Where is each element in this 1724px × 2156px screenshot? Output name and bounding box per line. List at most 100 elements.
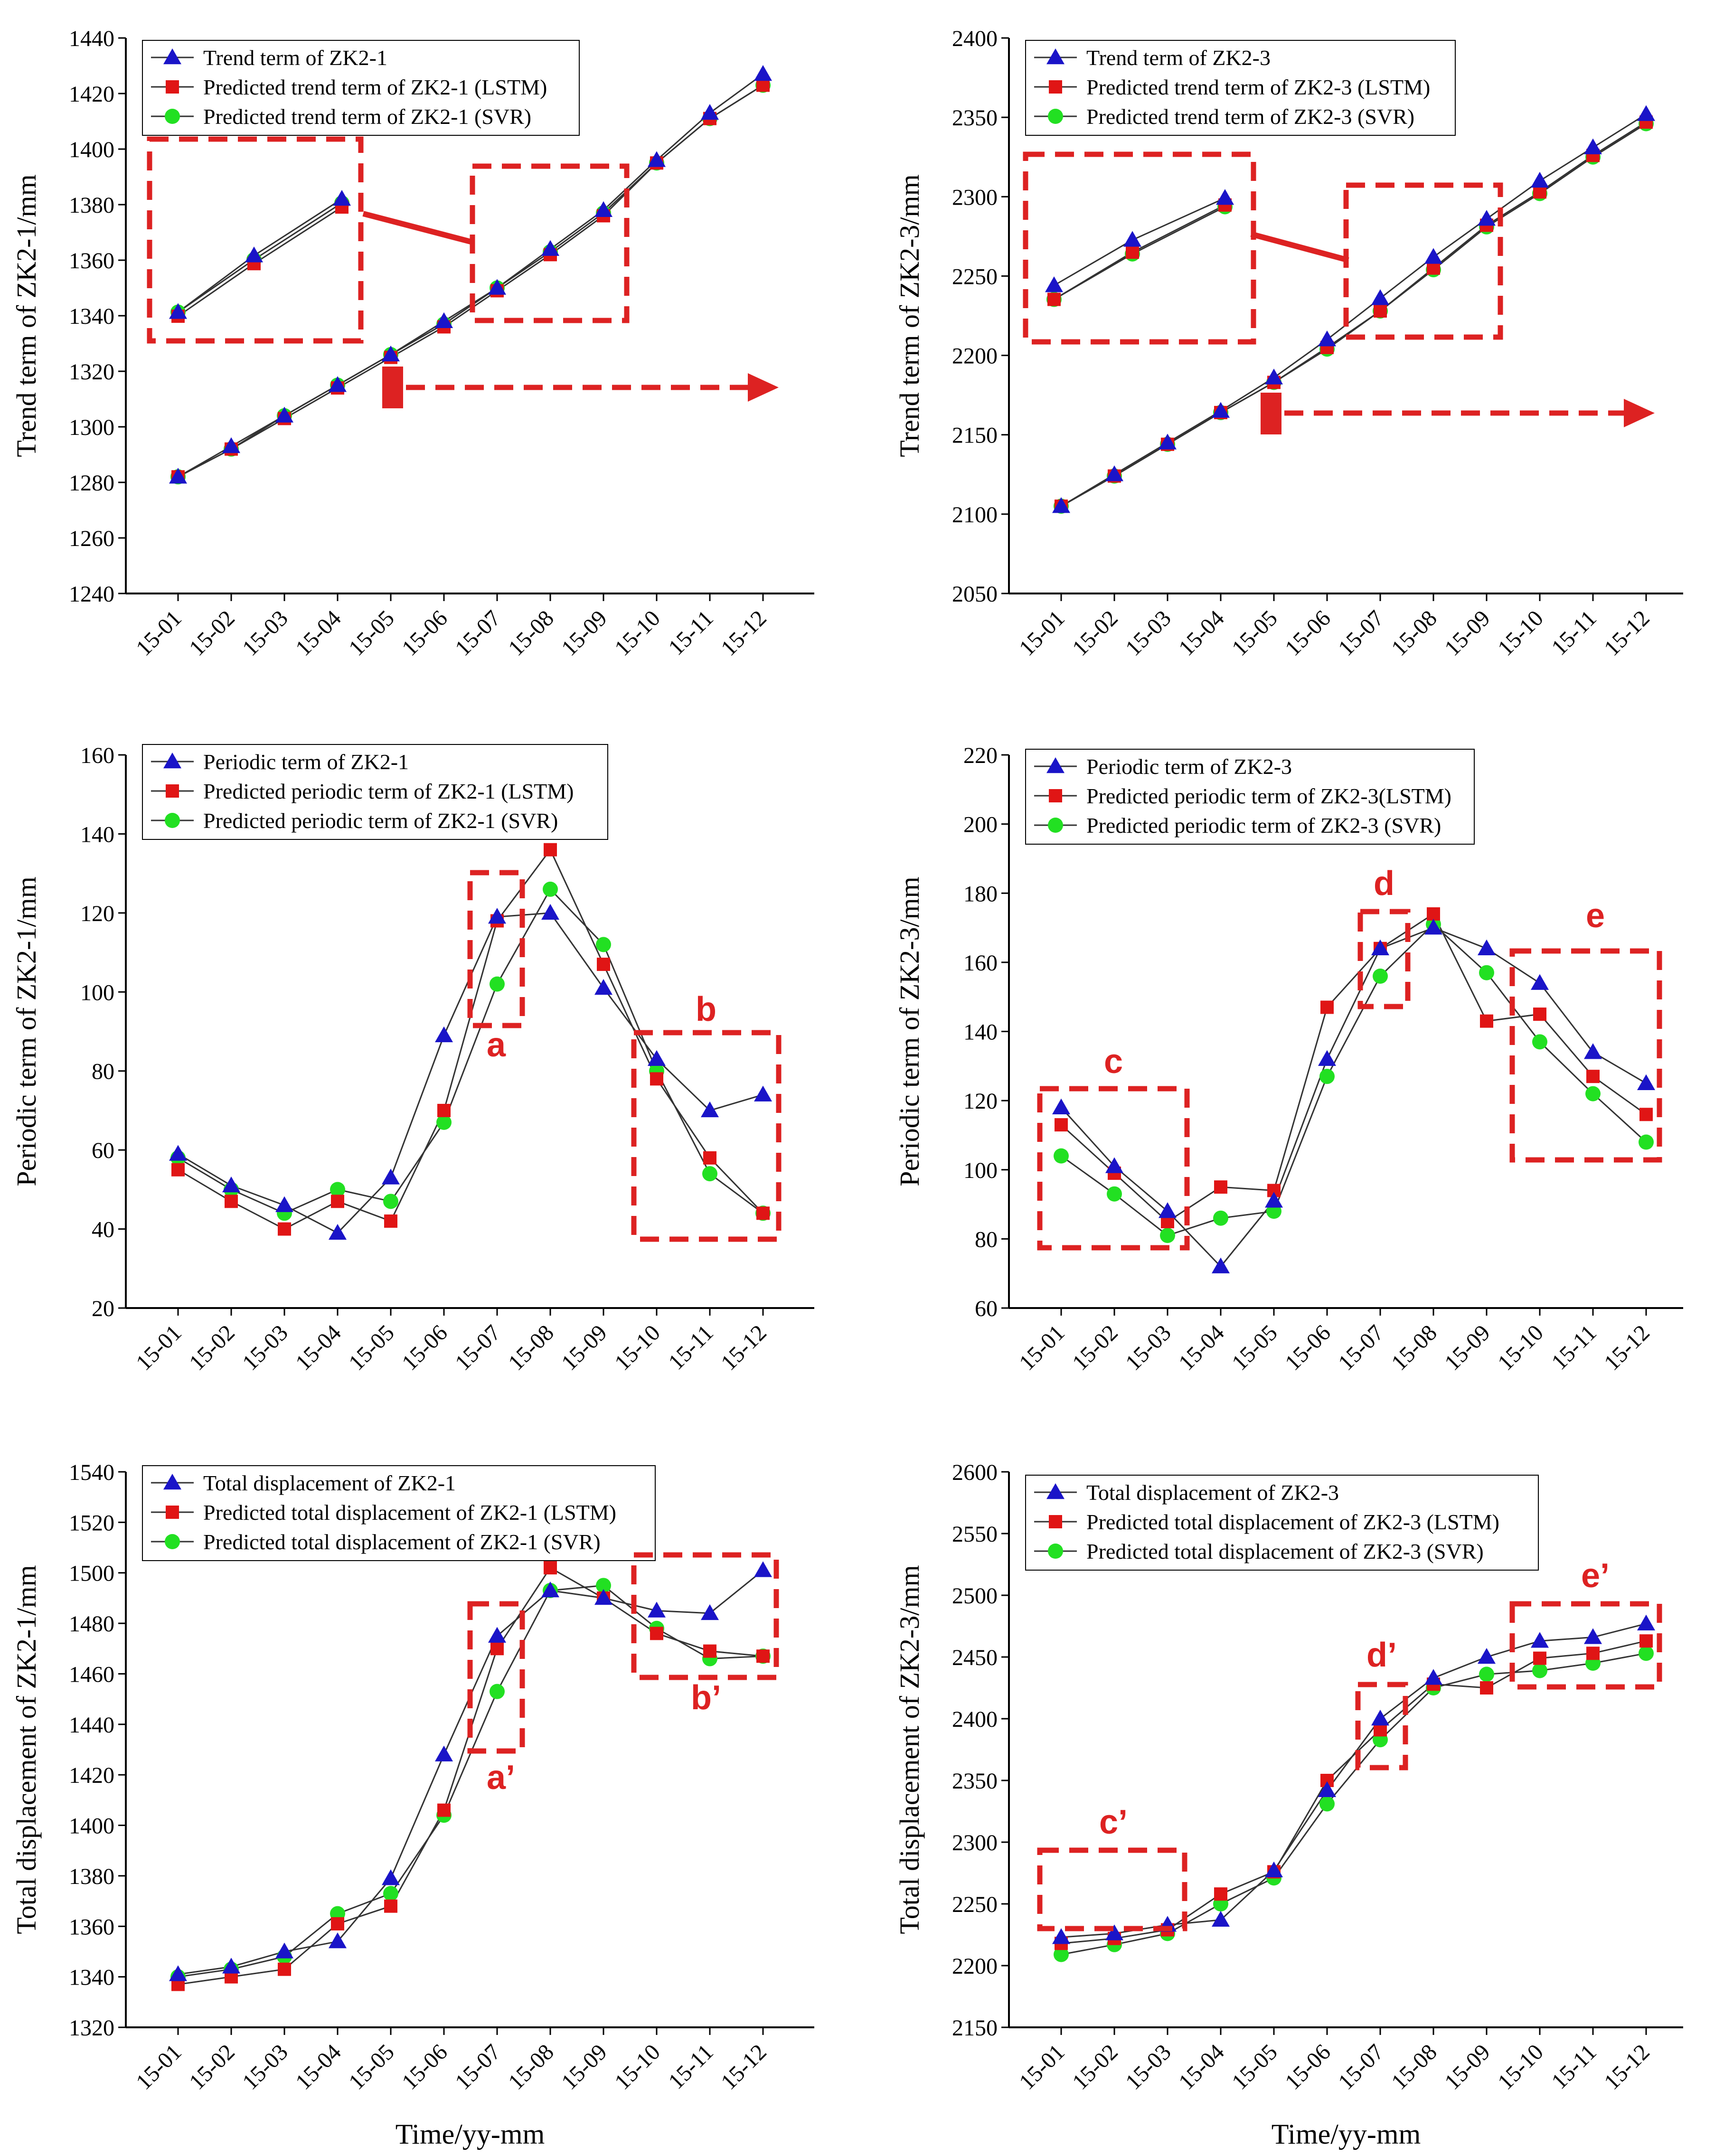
legend-marker-triangle: [1046, 1483, 1065, 1499]
legend-marker-square: [166, 1506, 179, 1519]
legend-label: Trend term of ZK2-1: [203, 46, 387, 70]
y-tick-label: 140: [963, 1020, 998, 1045]
data-point-triangle: [169, 1145, 187, 1161]
x-tick-label: 15-06: [397, 2039, 452, 2095]
legend: Trend term of ZK2-3 Predicted trend term …: [1025, 40, 1456, 136]
callout-box-a: [467, 870, 525, 1028]
y-tick-label: 1400: [69, 137, 114, 162]
data-point-triangle: [275, 1942, 293, 1958]
inset-point-triangle: [333, 190, 351, 206]
data-point-triangle: [1052, 1928, 1070, 1944]
callout-label-d: d: [1374, 865, 1394, 903]
callout-box-c-prime: [1037, 1847, 1187, 1931]
y-axis-label: Total displacement of ZK2-3/mm: [894, 1565, 925, 1934]
y-tick-label: 1520: [69, 1510, 114, 1535]
data-point-circle: [1532, 1034, 1547, 1050]
data-point-triangle: [1584, 1043, 1602, 1059]
callout-label-b: b: [696, 990, 716, 1028]
forecast-start-marker: [382, 367, 403, 408]
legend: Periodic term of ZK2-3 Predicted periodic…: [1025, 749, 1475, 845]
x-tick-label: 15-05: [344, 605, 399, 661]
data-point-square: [597, 958, 610, 971]
x-tick-label: 15-07: [1333, 605, 1389, 661]
legend-label: Predicted total displacement of ZK2-3 (S…: [1086, 1539, 1484, 1563]
series-line-circle: [1061, 923, 1647, 1236]
data-point-circle: [596, 1578, 611, 1593]
legend-marker-triangle: [1046, 757, 1065, 773]
x-tick-label: 15-02: [184, 1320, 240, 1375]
legend-box: [1025, 749, 1475, 845]
data-point-square: [1480, 1014, 1493, 1028]
legend-label: Predicted periodic term of ZK2-1 (LSTM): [203, 779, 574, 803]
data-point-triangle: [435, 312, 453, 328]
y-tick-label: 1320: [69, 2015, 114, 2041]
data-point-circle: [1373, 969, 1388, 984]
data-point-triangle: [1371, 939, 1389, 955]
x-tick-label: 15-07: [450, 2039, 506, 2095]
x-tick-label: 15-04: [291, 1320, 346, 1375]
chart-panel-p1: 1240 1260 1280 1300 1320 1340 1360 1380 1400 1420…: [11, 26, 814, 661]
legend: Total displacement of ZK2-1 Predicted tot…: [142, 1465, 656, 1561]
legend-label: Total displacement of ZK2-3: [1086, 1480, 1339, 1505]
zoom-connector: [1250, 231, 1349, 263]
x-tick-label: 15-09: [1440, 2039, 1495, 2095]
x-tick-label: 15-03: [1121, 605, 1176, 661]
y-tick-label: 1240: [69, 582, 114, 607]
y-axis-label: Periodic term of ZK2-1/mm: [11, 876, 42, 1186]
data-point-triangle: [382, 1869, 400, 1885]
legend-marker-circle: [165, 813, 180, 828]
legend-marker-square: [166, 80, 179, 94]
x-tick-label: 15-01: [131, 1320, 187, 1375]
series-line-triangle: [1060, 927, 1647, 1268]
x-axis-label: Time/yy-mm: [1272, 2118, 1421, 2150]
y-tick-label: 80: [975, 1227, 998, 1252]
data-point-triangle: [1212, 1911, 1230, 1927]
y-tick-label: 220: [963, 743, 998, 768]
chart-panel-p4: 60 80 100 120 140 160 180 200 220 15-0115-0215-03…: [894, 743, 1683, 1375]
x-tick-label: 15-11: [663, 2039, 718, 2094]
y-tick-label: 1360: [69, 1914, 114, 1939]
legend: Periodic term of ZK2-1 Predicted periodic…: [142, 744, 608, 840]
legend: Total displacement of ZK2-3 Predicted tot…: [1025, 1475, 1539, 1571]
inset-point-triangle: [245, 246, 263, 263]
y-tick-label: 2200: [952, 1954, 998, 1979]
series-line-circle: [1061, 1652, 1647, 1956]
data-point-square: [703, 1644, 716, 1658]
x-tick-label: 15-06: [1280, 2039, 1336, 2095]
legend-marker-triangle: [163, 753, 181, 769]
data-point-triangle: [435, 1745, 453, 1761]
data-point-square: [650, 1072, 663, 1086]
data-point-triangle: [169, 1965, 187, 1981]
data-point-square: [331, 1917, 344, 1930]
x-tick-label: 15-11: [1546, 2039, 1601, 2094]
data-point-triangle: [1531, 974, 1549, 990]
x-tick-label: 15-03: [237, 2039, 293, 2095]
callout-label-c: c: [1104, 1043, 1123, 1081]
x-tick-label: 15-02: [184, 605, 240, 661]
series-line-square: [1061, 121, 1647, 507]
data-point-circle: [1160, 1228, 1175, 1243]
data-point-square: [331, 1195, 344, 1208]
data-point-square: [1214, 1180, 1227, 1194]
data-point-square: [1533, 1651, 1546, 1665]
y-tick-label: 120: [963, 1089, 998, 1114]
y-tick-label: 2600: [952, 1460, 998, 1485]
data-point-square: [756, 1206, 770, 1220]
data-point-triangle: [1584, 1628, 1602, 1644]
data-point-square: [490, 1642, 504, 1656]
x-tick-label: 15-04: [1174, 1320, 1229, 1375]
x-tick-label: 15-08: [503, 605, 559, 661]
y-tick-label: 40: [92, 1217, 114, 1243]
data-point-triangle: [222, 1958, 240, 1974]
data-point-triangle: [594, 201, 612, 217]
data-point-circle: [330, 1182, 345, 1197]
y-tick-label: 140: [80, 822, 114, 847]
zoom-inset-box: [147, 136, 364, 344]
data-point-triangle: [1371, 289, 1389, 305]
y-tick-label: 1420: [69, 1763, 114, 1788]
x-tick-label: 15-05: [1227, 1320, 1282, 1375]
x-tick-label: 15-09: [556, 605, 612, 661]
data-point-triangle: [648, 151, 666, 167]
y-tick-label: 1380: [69, 193, 114, 218]
data-point-square: [703, 1151, 716, 1165]
